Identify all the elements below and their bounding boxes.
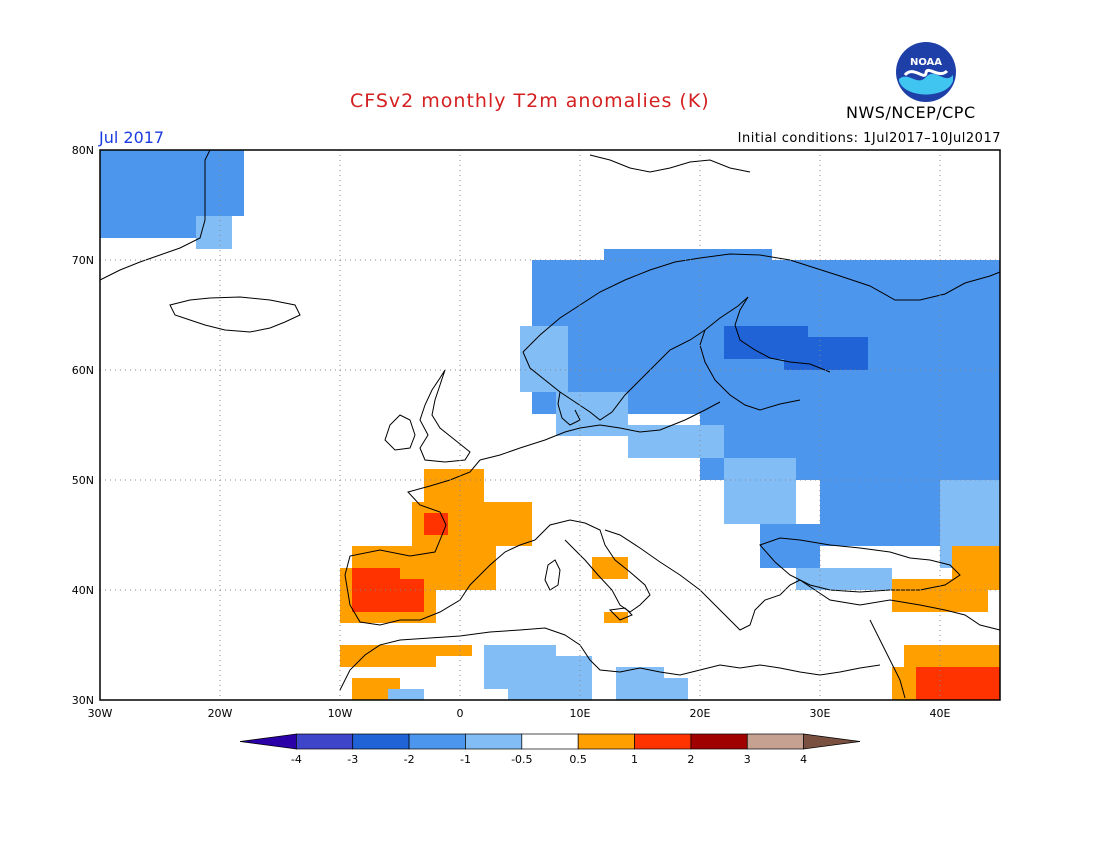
anomaly-cell-iberia-red — [916, 667, 964, 700]
colorbar-segment — [746, 733, 804, 750]
lat-label: 60N — [72, 364, 94, 377]
colorbar-segment — [352, 733, 410, 750]
anomaly-cell-iberia-red — [424, 513, 448, 535]
lon-label: 40E — [930, 707, 951, 720]
anomaly-cell-scandinavia-light — [628, 425, 724, 458]
anomaly-cell-iberia-france — [604, 612, 628, 623]
anomaly-cell-finland-dark — [808, 337, 868, 370]
colorbar-segment — [521, 733, 579, 750]
colorbar-segment — [296, 733, 354, 750]
anomaly-cell-iberia-red — [400, 579, 424, 612]
colorbar-label: -1 — [460, 753, 471, 766]
anomaly-cell-africa-blue — [508, 678, 556, 700]
anomaly-regions — [100, 150, 1000, 700]
agency-label: NWS/NCEP/CPC — [846, 103, 976, 122]
anomaly-cell-scandinavia-light — [796, 568, 892, 590]
colorbar-label: 2 — [687, 753, 694, 766]
colorbar-arrow-high — [803, 733, 861, 750]
anomaly-cell-scandinavia-light — [520, 326, 568, 392]
anomaly-cell-scandinavia-light — [724, 458, 796, 524]
anomaly-cell-iberia-france — [592, 557, 628, 579]
lon-label: 30W — [88, 707, 113, 720]
colorbar-segment — [408, 733, 466, 750]
anomaly-cell-africa-orange — [436, 645, 472, 656]
lat-label: 50N — [72, 474, 94, 487]
colorbar-label: 4 — [800, 753, 807, 766]
lon-label: 20W — [208, 707, 233, 720]
latitude-labels: 80N 70N 60N 50N 40N 30N — [72, 144, 94, 707]
lon-label: 30E — [810, 707, 831, 720]
map-grid — [100, 150, 1000, 700]
colorbar-label: -3 — [347, 753, 358, 766]
lon-label: 10W — [328, 707, 353, 720]
colorbar-label: 0.5 — [569, 753, 587, 766]
colorbar-label: -0.5 — [511, 753, 532, 766]
map-title: CFSv2 monthly T2m anomalies (K) — [350, 90, 710, 112]
colorbar-segment — [690, 733, 748, 750]
colorbar-segment — [577, 733, 635, 750]
lat-label: 80N — [72, 144, 94, 157]
colorbar-label: 1 — [631, 753, 638, 766]
coastlines — [99, 149, 1001, 699]
anomaly-cell-greenland — [100, 150, 196, 238]
anomaly-cell-africa-blue — [388, 689, 424, 700]
lat-label: 30N — [72, 694, 94, 707]
anomaly-cell-africa-orange — [340, 645, 436, 667]
lon-label: 10E — [570, 707, 591, 720]
lon-label: 20E — [690, 707, 711, 720]
forecast-month: Jul 2017 — [99, 128, 165, 147]
longitude-labels: 30W 20W 10W 0 10E 20E 30E 40E — [88, 707, 951, 720]
colorbar-arrow-low — [239, 733, 297, 750]
lat-label: 40N — [72, 584, 94, 597]
colorbar: -4 -3 -2 -1 -0.5 0.5 1 2 3 4 — [239, 733, 861, 766]
lat-label: 70N — [72, 254, 94, 267]
colorbar-segment — [634, 733, 692, 750]
anomaly-cell-scandinavia — [820, 480, 940, 546]
map-frame — [99, 149, 1001, 701]
anomaly-cell-africa-orange — [904, 645, 1000, 667]
anomaly-cell-africa-blue — [664, 678, 688, 700]
noaa-logo-text: NOAA — [910, 57, 942, 68]
anomaly-cell-scandinavia — [760, 524, 820, 568]
anomaly-cell-africa-blue — [616, 667, 664, 700]
initial-conditions: Initial conditions: 1Jul2017–10Jul2017 — [737, 131, 1001, 146]
anomaly-cell-iberia-france — [472, 502, 532, 535]
colorbar-label: -4 — [291, 753, 302, 766]
colorbar-label: -2 — [404, 753, 415, 766]
anomaly-cell-iberia-france — [424, 469, 484, 502]
lon-label: 0 — [457, 707, 464, 720]
anomaly-cell-africa-blue — [556, 656, 592, 700]
colorbar-label: 3 — [744, 753, 751, 766]
anomaly-cell-greenland — [196, 150, 244, 216]
noaa-logo: NOAA — [896, 42, 956, 102]
anomaly-cell-iberia-france — [952, 546, 1000, 590]
colorbar-segment — [465, 733, 523, 750]
